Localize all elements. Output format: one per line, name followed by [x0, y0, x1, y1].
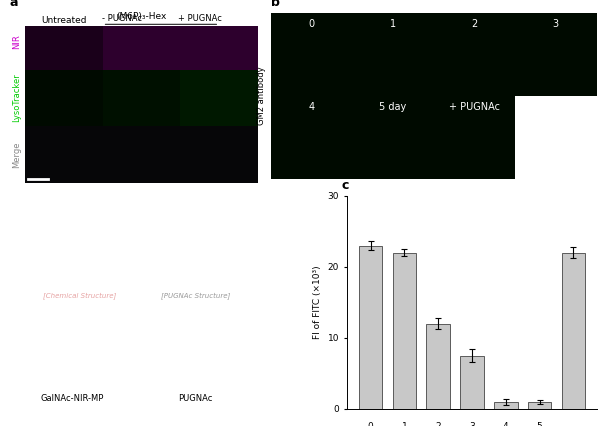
Text: - PUGNAc: - PUGNAc [102, 14, 142, 23]
Text: 3: 3 [553, 20, 559, 29]
Text: Untreated: Untreated [41, 16, 86, 25]
Bar [460, 356, 484, 409]
Bar [359, 246, 383, 409]
Text: + PUGNAc: + PUGNAc [178, 14, 222, 23]
Text: a: a [9, 0, 18, 9]
Bar [426, 324, 450, 409]
Text: Merge: Merge [12, 141, 22, 168]
Text: 2: 2 [471, 20, 477, 29]
Text: c: c [341, 178, 349, 192]
Bar [494, 402, 518, 409]
Text: PUGNAc: PUGNAc [178, 394, 213, 403]
Text: NIR: NIR [12, 34, 22, 49]
Text: 4: 4 [308, 103, 314, 112]
Text: 3: 3 [469, 422, 475, 426]
Text: 5 day: 5 day [379, 103, 407, 112]
Text: 5: 5 [537, 422, 542, 426]
Text: GalNAc-NIR-MP: GalNAc-NIR-MP [41, 394, 105, 403]
Bar [528, 402, 552, 409]
Bar [561, 253, 585, 409]
Text: + PUGNAc: + PUGNAc [449, 103, 500, 112]
Y-axis label: FI of FITC (×10³): FI of FITC (×10³) [313, 266, 322, 339]
Text: b: b [271, 0, 279, 9]
Text: 2: 2 [435, 422, 441, 426]
Text: 4: 4 [503, 422, 509, 426]
Text: (M6P)₃-Hex: (M6P)₃-Hex [116, 12, 167, 21]
Text: 0: 0 [308, 20, 314, 29]
Text: [PUGNAc Structure]: [PUGNAc Structure] [161, 292, 230, 299]
Text: 1: 1 [402, 422, 407, 426]
Text: GM2 antibody: GM2 antibody [257, 66, 266, 125]
Text: [Chemical Structure]: [Chemical Structure] [43, 292, 117, 299]
Text: 0: 0 [368, 422, 373, 426]
Text: 1: 1 [390, 20, 396, 29]
Text: LysoTracker: LysoTracker [12, 74, 22, 122]
Bar [392, 253, 416, 409]
